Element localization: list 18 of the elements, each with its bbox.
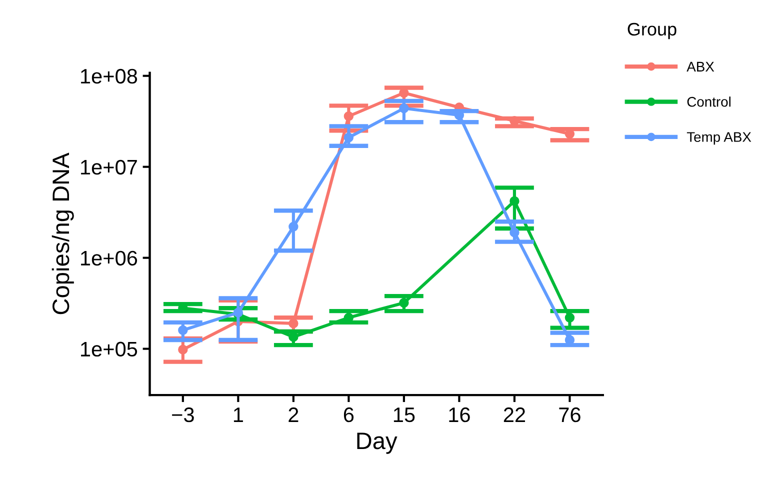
y-axis-title: Copies/ng DNA [52,152,74,314]
legend-title: Group [628,22,676,40]
legend-label: Temp ABX [686,132,752,145]
x-tick-label: 1 [234,408,243,422]
x-tick-label: 2 [288,407,298,422]
y-tick-label: 1e+05 [81,342,138,357]
x-axis-title: Day [357,432,398,454]
y-tick-label: 1e+08 [81,68,138,84]
x-tick-label: 6 [344,407,354,422]
x-tick-label: −3 [172,407,194,422]
x-tick-label: 16 [449,407,470,422]
legend-label: Control [687,96,730,107]
x-tick-label: 76 [559,407,580,422]
x-tick-label: 15 [394,408,415,422]
legend-label: ABX [686,62,714,72]
y-tick-label: 1e+06 [81,250,138,266]
y-tick-label: 1e+07 [81,160,137,175]
x-tick-label: 22 [504,407,526,422]
